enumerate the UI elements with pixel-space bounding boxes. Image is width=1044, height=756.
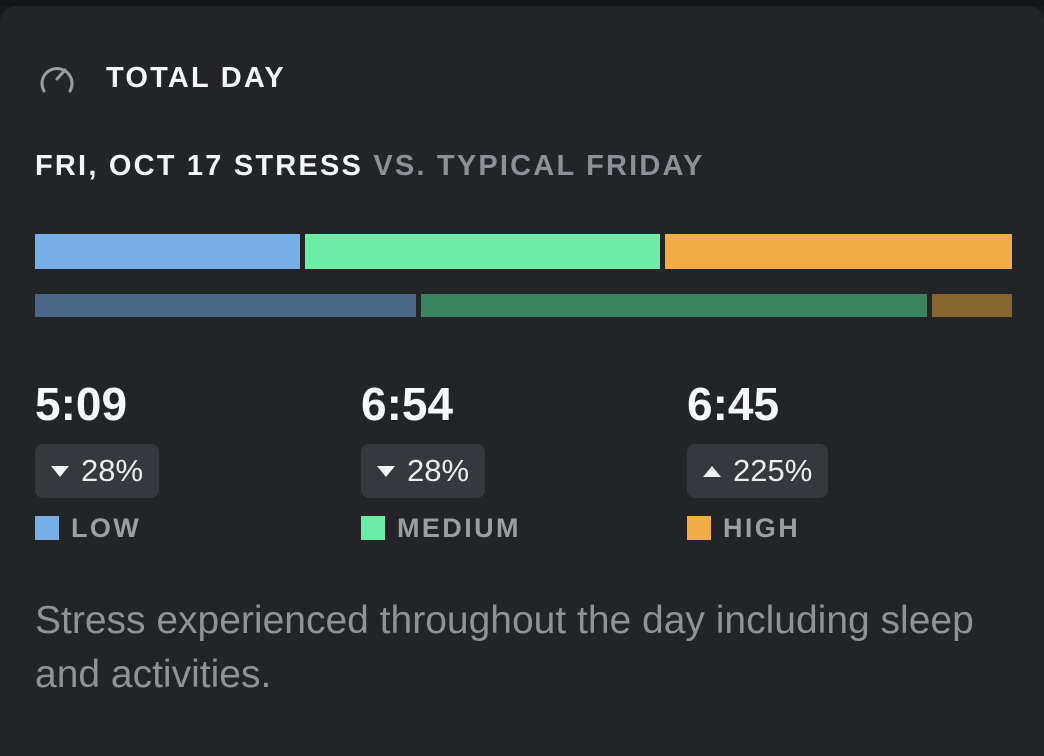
gauge-icon (40, 67, 74, 93)
typical-segment-medium (420, 294, 927, 317)
stat-high: 6:45 225% HIGH (687, 378, 987, 543)
stress-card (0, 6, 1044, 756)
card-header: TOTAL DAY (36, 58, 286, 98)
legend-label-low: LOW (71, 512, 142, 543)
typical-stress-bar (35, 294, 1012, 317)
stat-low: 5:09 28% LOW (35, 378, 335, 543)
stat-high-duration: 6:45 (687, 378, 780, 430)
stat-low-duration: 5:09 (35, 378, 128, 430)
triangle-up-icon (703, 465, 721, 477)
card-description: Stress experienced throughout the day in… (35, 599, 974, 696)
stat-medium-delta: 28% (407, 453, 470, 488)
legend-medium: MEDIUM (361, 512, 661, 543)
typical-segment-low (35, 294, 416, 317)
legend-low: LOW (35, 512, 335, 543)
stat-medium: 6:54 28% MEDIUM (361, 378, 661, 543)
stat-high-delta: 225% (733, 453, 813, 488)
stat-medium-duration: 6:54 (361, 378, 454, 430)
typical-segment-high (931, 294, 1012, 317)
legend-high: HIGH (687, 512, 987, 543)
legend-swatch-low (35, 516, 59, 540)
legend-label-medium: MEDIUM (397, 512, 521, 543)
legend-swatch-medium (361, 516, 385, 540)
legend-swatch-high (687, 516, 711, 540)
subtitle-comparison: VS. TYPICAL FRIDAY (373, 150, 705, 182)
stat-medium-delta-badge: 28% (361, 444, 486, 498)
comparison-subtitle: FRI, OCT 17 STRESS VS. TYPICAL FRIDAY (35, 150, 705, 183)
today-segment-high (664, 234, 1012, 269)
subtitle-date-stress: FRI, OCT 17 STRESS (35, 150, 364, 182)
legend-label-high: HIGH (723, 512, 801, 543)
triangle-down-icon (51, 465, 69, 477)
triangle-down-icon (377, 465, 395, 477)
card-title: TOTAL DAY (106, 61, 286, 94)
stat-high-delta-badge: 225% (687, 444, 829, 498)
today-segment-low (35, 234, 300, 269)
top-edge (0, 0, 1044, 6)
today-stress-bar (35, 234, 1012, 269)
stat-low-delta: 28% (81, 453, 144, 488)
stat-low-delta-badge: 28% (35, 444, 160, 498)
today-segment-medium (304, 234, 660, 269)
